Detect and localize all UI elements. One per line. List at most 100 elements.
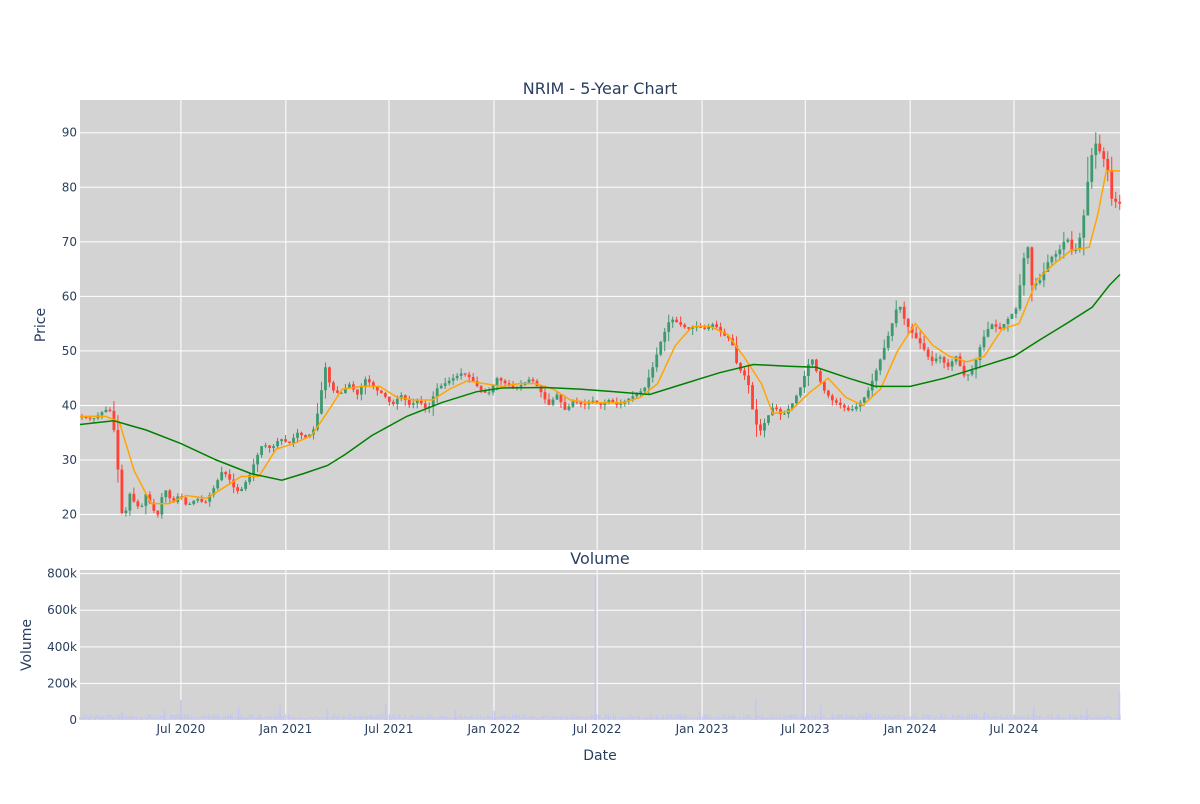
volume-bar bbox=[226, 716, 228, 720]
volume-bar bbox=[359, 715, 362, 720]
volume-bar bbox=[149, 714, 151, 720]
volume-bar bbox=[349, 713, 351, 720]
volume-bar bbox=[522, 715, 524, 720]
candle-body bbox=[759, 424, 762, 431]
volume-bar bbox=[556, 716, 558, 720]
candle-body bbox=[791, 403, 794, 409]
volume-bar bbox=[950, 717, 952, 720]
volume-bar bbox=[211, 717, 213, 720]
volume-bar bbox=[832, 714, 834, 720]
ma-short-line bbox=[80, 170, 1120, 505]
candle-body bbox=[483, 390, 487, 393]
volume-bar bbox=[857, 716, 859, 720]
volume-bar bbox=[99, 716, 102, 720]
volume-bar bbox=[770, 714, 772, 720]
candle-body bbox=[1086, 181, 1090, 216]
candle-body bbox=[1018, 285, 1022, 309]
volume-bar bbox=[779, 714, 781, 720]
volume-bar bbox=[471, 714, 473, 720]
volume-bar bbox=[320, 717, 322, 720]
candle-body bbox=[1102, 151, 1106, 159]
volume-bar bbox=[508, 715, 510, 720]
volume-bar bbox=[840, 714, 842, 720]
volume-bar bbox=[525, 717, 528, 720]
volume-bar bbox=[176, 714, 179, 720]
volume-bar bbox=[1003, 718, 1005, 720]
volume-bar bbox=[828, 718, 830, 720]
candle-body bbox=[443, 383, 447, 386]
candle-body bbox=[826, 390, 830, 396]
volume-bar bbox=[103, 715, 105, 720]
volume-bar bbox=[1047, 714, 1049, 720]
candle-body bbox=[651, 367, 655, 378]
volume-bar bbox=[1098, 714, 1101, 720]
candle-body bbox=[455, 375, 459, 379]
volume-bar bbox=[844, 717, 846, 720]
volume-bar bbox=[503, 715, 505, 720]
volume-bar bbox=[195, 717, 197, 720]
candle-body bbox=[611, 400, 615, 403]
volume-bar bbox=[758, 715, 760, 720]
candle-body bbox=[846, 407, 850, 411]
volume-bar bbox=[373, 716, 375, 720]
volume-bar bbox=[284, 714, 286, 720]
volume-bar bbox=[418, 715, 420, 720]
candle-body bbox=[172, 498, 176, 502]
volume-bar bbox=[558, 716, 560, 720]
volume-bar bbox=[1088, 714, 1090, 720]
candle-body bbox=[922, 343, 926, 350]
volume-bar bbox=[849, 715, 851, 720]
candle-body bbox=[419, 400, 423, 404]
volume-bar bbox=[548, 715, 550, 720]
volume-bar bbox=[277, 714, 280, 720]
volume-bar bbox=[838, 714, 841, 720]
volume-bar bbox=[649, 718, 651, 720]
volume-bar bbox=[575, 715, 577, 720]
volume-bar bbox=[1023, 716, 1025, 720]
volume-bar bbox=[859, 714, 861, 720]
candle-body bbox=[599, 403, 603, 406]
volume-bar bbox=[902, 715, 904, 720]
volume-bar bbox=[975, 714, 977, 720]
volume-bar bbox=[339, 715, 341, 720]
candle-body bbox=[898, 306, 902, 310]
volume-bar bbox=[207, 715, 209, 720]
candle-body bbox=[228, 474, 232, 480]
volume-bar bbox=[619, 717, 622, 720]
volume-bar bbox=[139, 716, 141, 720]
volume-bar bbox=[577, 716, 579, 720]
volume-bar bbox=[450, 718, 452, 720]
volume-bar bbox=[481, 718, 483, 720]
volume-spike-bar bbox=[384, 704, 387, 720]
volume-bar bbox=[900, 718, 902, 720]
candle-body bbox=[395, 398, 399, 404]
volume-bar bbox=[183, 714, 185, 720]
price-y-tick-label: 90 bbox=[62, 126, 77, 140]
volume-bar bbox=[267, 716, 269, 720]
volume-y-ticks: 0 200k 400k 600k 800k bbox=[47, 567, 77, 727]
candle-body bbox=[499, 378, 503, 381]
candle-body bbox=[120, 469, 124, 513]
volume-bar bbox=[905, 717, 907, 720]
candle-body bbox=[926, 349, 930, 357]
volume-bar bbox=[671, 714, 673, 720]
candle-body bbox=[763, 422, 766, 431]
volume-bar bbox=[929, 715, 931, 720]
candle-body bbox=[359, 386, 363, 395]
candle-body bbox=[304, 435, 307, 438]
candle-body bbox=[807, 364, 810, 376]
volume-bar bbox=[994, 715, 996, 720]
volume-bar bbox=[416, 716, 418, 720]
volume-bar bbox=[772, 715, 774, 720]
volume-bar bbox=[118, 715, 120, 720]
volume-bar bbox=[780, 717, 782, 720]
candle-body bbox=[300, 432, 303, 436]
volume-bar bbox=[1114, 718, 1116, 720]
volume-bar bbox=[365, 715, 367, 720]
volume-bar bbox=[958, 715, 960, 720]
volume-bar bbox=[580, 717, 582, 720]
volume-bar bbox=[985, 714, 988, 720]
candle-body bbox=[212, 488, 216, 495]
candle-body bbox=[711, 324, 715, 327]
volume-spike-bar bbox=[802, 610, 805, 720]
